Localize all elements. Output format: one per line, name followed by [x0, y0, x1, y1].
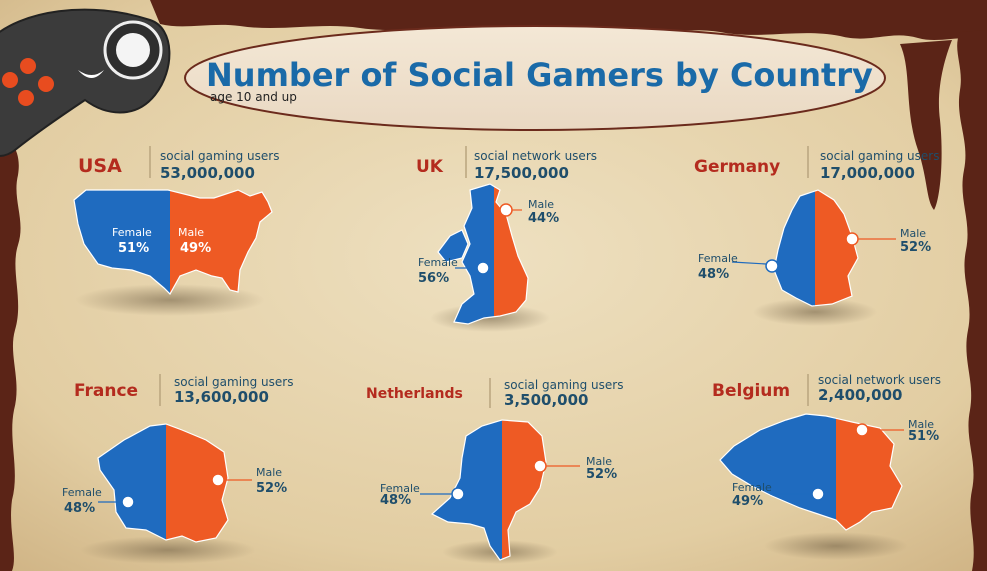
- france-male-share: [166, 423, 229, 543]
- france-male-label: Male: [256, 466, 282, 479]
- netherlands-male-marker: [533, 459, 547, 473]
- netherlands-male-label: Male: [586, 455, 612, 468]
- uk-male-value: 44%: [528, 211, 559, 226]
- france-metric-label: social gaming users: [174, 375, 293, 389]
- page-subtitle: age 10 and up: [210, 90, 297, 104]
- netherlands-female-marker: [451, 487, 465, 501]
- belgium-users-value: 2,400,000: [818, 386, 902, 404]
- belgium-male-label: Male: [908, 418, 934, 431]
- right-drip: [900, 40, 952, 210]
- belgium-female-value: 49%: [732, 494, 763, 509]
- uk-female-marker: [476, 261, 490, 275]
- germany-map-shadow: [753, 298, 877, 326]
- belgium-male-marker: [855, 423, 869, 437]
- usa-female-value: 51%: [118, 241, 149, 256]
- usa-female-share: [73, 189, 170, 295]
- germany-female-marker: [765, 259, 779, 273]
- usa-map-shadow: [75, 284, 265, 316]
- france-female-value: 48%: [64, 501, 95, 516]
- germany-male-share: [815, 189, 859, 307]
- germany-female-share: [773, 190, 815, 307]
- germany-male-label: Male: [900, 227, 926, 240]
- netherlands-users-value: 3,500,000: [504, 391, 588, 409]
- top-border: [150, 0, 987, 40]
- france-female-share: [97, 423, 166, 541]
- country-panels: USA social gaming users53,000,000Female51…: [62, 146, 941, 564]
- netherlands-female-value: 48%: [380, 493, 411, 508]
- netherlands-male-value: 52%: [586, 467, 617, 482]
- france-female-marker: [121, 495, 135, 509]
- belgium-female-label: Female: [732, 481, 772, 494]
- belgium-male-share: [836, 417, 903, 531]
- belgium-female-marker: [811, 487, 825, 501]
- uk-female-value: 56%: [418, 271, 449, 286]
- uk-name: UK: [416, 157, 444, 177]
- germany-male-marker: [845, 232, 859, 246]
- france-male-marker: [211, 473, 225, 487]
- uk-female-share: [437, 183, 494, 325]
- germany-female-leader: [731, 261, 767, 265]
- netherlands-male-share: [502, 419, 547, 560]
- france-users-value: 13,600,000: [174, 388, 269, 406]
- germany-male-value: 52%: [900, 240, 931, 255]
- usa-name: USA: [78, 155, 122, 177]
- title-banner: [184, 25, 886, 131]
- usa-male-label: Male: [178, 226, 204, 239]
- uk-users-value: 17,500,000: [474, 164, 569, 182]
- uk-female-label: Female: [418, 256, 458, 269]
- france-male-value: 52%: [256, 481, 287, 496]
- belgium-metric-label: social network users: [818, 373, 941, 387]
- germany-female-value: 48%: [698, 267, 729, 282]
- germany-users-value: 17,000,000: [820, 164, 915, 182]
- game-controller-icon: [0, 8, 171, 157]
- france-map-shadow: [80, 536, 256, 564]
- usa-metric-label: social gaming users: [160, 149, 279, 163]
- page-title: Number of Social Gamers by Country: [206, 56, 873, 94]
- uk-metric-label: social network users: [474, 149, 597, 163]
- left-border: [0, 130, 21, 571]
- netherlands-metric-label: social gaming users: [504, 378, 623, 392]
- belgium-map-shadow: [764, 532, 908, 560]
- usa-male-share: [170, 189, 273, 295]
- netherlands-name: Netherlands: [366, 386, 463, 402]
- usa-users-value: 53,000,000: [160, 164, 255, 182]
- belgium-name: Belgium: [712, 381, 790, 401]
- belgium-male-value: 51%: [908, 429, 939, 444]
- france-name: France: [74, 381, 138, 401]
- netherlands-female-share: [430, 419, 502, 561]
- germany-metric-label: social gaming users: [820, 149, 939, 163]
- germany-name: Germany: [694, 157, 780, 177]
- netherlands-female-label: Female: [380, 482, 420, 495]
- uk-male-label: Male: [528, 198, 554, 211]
- germany-female-label: Female: [698, 252, 738, 265]
- right-border: [957, 30, 987, 571]
- france-female-label: Female: [62, 486, 102, 499]
- usa-female-label: Female: [112, 226, 152, 239]
- uk-male-marker: [499, 203, 513, 217]
- usa-male-value: 49%: [180, 241, 211, 256]
